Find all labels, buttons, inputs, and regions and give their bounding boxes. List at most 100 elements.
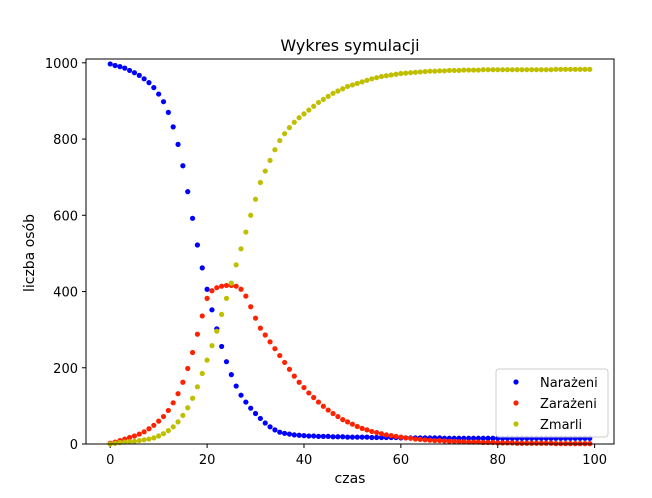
data-point <box>354 80 360 86</box>
data-point <box>315 433 322 439</box>
data-point <box>330 410 336 417</box>
data-point <box>543 440 549 446</box>
data-point <box>441 438 448 444</box>
data-point <box>160 413 167 420</box>
data-point <box>480 67 486 73</box>
data-point <box>485 435 491 441</box>
data-point <box>490 435 496 441</box>
data-point <box>199 370 205 377</box>
data-point <box>456 67 462 74</box>
data-point <box>257 179 263 186</box>
data-point <box>461 439 467 445</box>
data-point <box>214 328 220 334</box>
data-point <box>330 434 336 440</box>
y-tick-label: 600 <box>53 209 78 224</box>
data-point <box>248 304 254 310</box>
data-point <box>354 434 360 440</box>
data-point <box>223 282 230 289</box>
data-point <box>151 422 157 428</box>
data-point <box>262 168 268 174</box>
data-point <box>470 67 477 73</box>
data-point <box>470 439 477 445</box>
data-point <box>320 96 326 103</box>
data-point <box>291 119 297 125</box>
data-point <box>378 73 385 80</box>
data-point <box>422 437 428 443</box>
data-point <box>393 433 399 439</box>
data-point <box>417 436 423 443</box>
y-tick-label: 0 <box>70 438 78 453</box>
data-point <box>374 429 380 436</box>
data-point <box>315 399 322 405</box>
data-point <box>340 434 346 440</box>
data-point <box>325 407 331 413</box>
data-point <box>126 439 133 445</box>
data-point <box>524 440 530 446</box>
data-point <box>582 66 588 72</box>
data-point <box>378 434 385 441</box>
data-point <box>383 73 389 79</box>
data-point <box>112 62 118 69</box>
data-point <box>364 434 370 440</box>
data-point <box>388 433 394 439</box>
data-point <box>587 66 593 72</box>
data-point <box>146 80 152 86</box>
data-point <box>170 124 176 130</box>
data-point <box>538 440 544 446</box>
data-point <box>480 435 486 441</box>
data-point <box>548 440 554 446</box>
data-point <box>485 67 491 73</box>
data-point <box>306 390 312 396</box>
data-point <box>180 163 186 169</box>
data-point <box>156 418 162 424</box>
data-point <box>282 131 288 137</box>
data-point <box>509 67 515 73</box>
data-point <box>301 384 307 391</box>
data-point <box>131 433 138 439</box>
data-point <box>572 66 578 72</box>
data-point <box>252 196 259 202</box>
data-point <box>315 99 322 106</box>
data-point <box>538 67 544 73</box>
data-point <box>383 432 389 438</box>
data-point <box>359 425 365 431</box>
data-point <box>194 331 201 337</box>
data-point <box>131 438 138 444</box>
data-point <box>533 440 540 446</box>
data-point <box>562 66 569 72</box>
data-point <box>243 293 249 299</box>
data-point <box>252 315 259 321</box>
data-point <box>282 359 288 366</box>
data-point <box>204 295 210 301</box>
data-point <box>272 427 278 433</box>
data-point <box>185 365 191 372</box>
data-point <box>349 421 356 427</box>
data-point <box>136 72 142 78</box>
data-point <box>325 93 331 99</box>
data-point <box>189 349 196 356</box>
data-point <box>311 394 317 401</box>
data-point <box>446 67 452 74</box>
data-point <box>499 67 506 73</box>
data-point <box>466 439 472 445</box>
x-tick-label: 100 <box>582 453 607 468</box>
data-point <box>175 141 181 147</box>
data-point <box>504 67 511 73</box>
data-point <box>529 440 535 446</box>
data-point <box>257 325 263 331</box>
data-point <box>209 343 215 349</box>
data-point <box>194 242 201 248</box>
data-point <box>238 286 244 292</box>
data-point <box>228 280 234 286</box>
data-point <box>519 440 525 446</box>
data-point <box>141 76 147 82</box>
data-point <box>369 428 375 435</box>
series-3 <box>107 66 593 447</box>
data-point <box>335 88 341 94</box>
data-point <box>349 82 356 88</box>
data-point <box>344 419 351 425</box>
data-point <box>369 76 375 82</box>
data-point <box>548 67 554 73</box>
data-point <box>257 415 263 422</box>
